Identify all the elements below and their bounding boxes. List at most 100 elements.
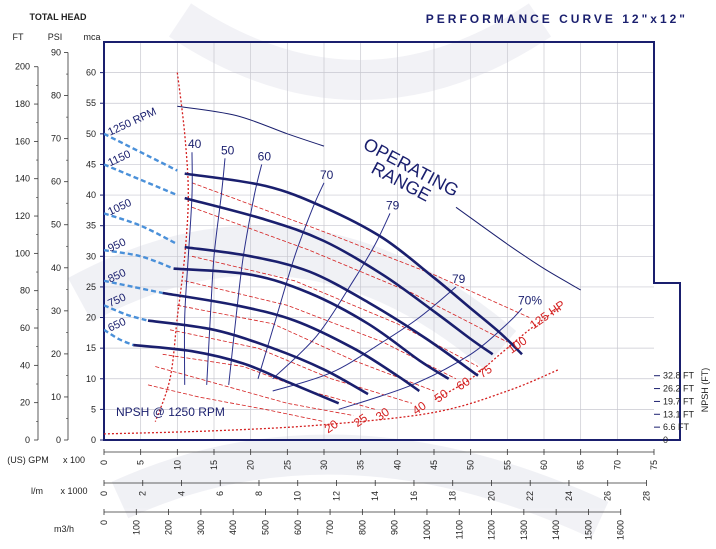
x_m3h-tick-label: 600 <box>293 520 303 535</box>
curves-group <box>104 72 581 435</box>
x_lm-tick-label: 14 <box>370 491 380 501</box>
head-curve <box>184 196 494 356</box>
npsh-tick-label: 26.2 FT <box>663 384 695 394</box>
hp-line <box>147 384 325 422</box>
mca-tick-label: 15 <box>86 343 96 353</box>
x_m3h-tick-label: 300 <box>196 520 206 535</box>
min-flow-curve <box>154 72 189 422</box>
npsh-tick-label: 0 <box>663 435 668 445</box>
x_gpm-tick-label: 15 <box>209 460 219 470</box>
x_m3h-tick-label: 0 <box>99 520 109 525</box>
mca-tick-label: 25 <box>86 282 96 292</box>
ft-tick-label: 60 <box>20 323 30 333</box>
ft-tick-label: 120 <box>15 211 30 221</box>
head-curve-dashed <box>104 132 178 172</box>
x_m3h-tick-label: 1200 <box>487 520 497 540</box>
x_m3h-tick-label: 700 <box>325 520 335 535</box>
gpm-multiplier: x 100 <box>63 455 85 465</box>
x_lm-tick-label: 10 <box>293 491 303 501</box>
hp-label: 40 <box>410 398 429 417</box>
x_m3h-tick-label: 1300 <box>519 520 529 540</box>
rpm-label: 1150 <box>106 148 133 169</box>
lm-axis-label: l/m <box>31 486 43 496</box>
psi-tick-label: 50 <box>51 220 61 230</box>
x_m3h-tick-label: 200 <box>164 520 174 535</box>
ft-tick-label: 100 <box>15 248 30 258</box>
efficiency-label: 50 <box>221 143 235 157</box>
x_m3h-tick-label: 1600 <box>616 520 626 540</box>
rpm-label: 650 <box>106 316 128 335</box>
x_lm-tick-label: 28 <box>641 491 651 501</box>
x_m3h-tick-label: 900 <box>390 520 400 535</box>
lm-multiplier: x 1000 <box>60 486 87 496</box>
psi-tick-label: 20 <box>51 349 61 359</box>
gpm-axis-label: (US) GPM <box>7 455 49 465</box>
mca-tick-label: 10 <box>86 374 96 384</box>
x_gpm-tick-label: 65 <box>576 460 586 470</box>
npsh-axis: 0 6.6 FT 13.1 FT 19.7 FT 26.2 FT 32.8 FT <box>654 371 695 445</box>
psi-tick-label: 90 <box>51 48 61 58</box>
x_m3h-tick-label: 1100 <box>454 520 464 539</box>
hp-label: 30 <box>373 405 392 424</box>
head-curve-dashed <box>104 163 178 197</box>
ft-tick-label: 200 <box>15 62 30 72</box>
psi-tick-label: 70 <box>51 134 61 144</box>
hp-line <box>162 353 376 410</box>
x_m3h-tick-label: 800 <box>357 520 367 535</box>
psi-tick-label: 80 <box>51 91 61 101</box>
hp-line <box>191 182 530 318</box>
x_gpm-tick-label: 20 <box>246 460 256 470</box>
hp-line <box>191 206 508 343</box>
ft-label: FT <box>13 32 24 42</box>
head-curve <box>184 172 523 356</box>
npsh-curve <box>104 369 559 435</box>
x_gpm-tick-label: 10 <box>172 460 182 470</box>
x_gpm-tick-label: 35 <box>356 460 366 470</box>
hp-line <box>177 304 435 392</box>
x-axes: 0 5 10 15 20 25 30 35 40 45 50 55 60 65 70 750 2 4 6 8 10 12 1… <box>99 449 659 540</box>
x_lm-tick-label: 12 <box>331 491 341 501</box>
mca-tick-label: 5 <box>91 404 96 414</box>
efficiency-curve <box>206 158 226 385</box>
efficiency-curve <box>183 152 193 385</box>
mca-tick-label: 50 <box>86 129 96 139</box>
hp-label: 50 <box>432 386 451 405</box>
psi-label: PSI <box>48 32 63 42</box>
operating-range-line <box>455 206 581 291</box>
x_gpm-tick-label: 50 <box>466 460 476 470</box>
x_lm-tick-label: 22 <box>525 491 535 501</box>
head-curve-dashed <box>104 304 149 322</box>
mca-tick-label: 20 <box>86 313 96 323</box>
x_gpm-tick-label: 5 <box>136 460 146 465</box>
hp-label: 25 <box>351 411 370 430</box>
ft-tick-label: 160 <box>15 136 30 146</box>
efficiency-label: 70% <box>518 293 542 307</box>
ft-tick-label: 180 <box>15 99 30 109</box>
efficiency-label: 60 <box>258 149 272 163</box>
head-curve <box>162 291 421 393</box>
x_gpm-tick-label: 25 <box>282 460 292 470</box>
ft-tick-label: 0 <box>25 435 30 445</box>
efficiency-label: 40 <box>188 137 202 151</box>
x_lm-tick-label: 18 <box>448 491 458 501</box>
hp-label: 20 <box>322 417 341 436</box>
ft-tick-label: 20 <box>20 398 30 408</box>
x_lm-tick-label: 6 <box>215 491 225 496</box>
mca-label: mca <box>83 32 100 42</box>
ft-tick-label: 140 <box>15 174 30 184</box>
npsh-tick-label: 19.7 FT <box>663 396 695 406</box>
x_gpm-tick-label: 45 <box>429 460 439 470</box>
x_lm-tick-label: 8 <box>254 491 264 496</box>
chart-title: PERFORMANCE CURVE 12"x12" <box>426 12 688 26</box>
x_lm-tick-label: 24 <box>564 491 574 501</box>
npsh-axis-label: NPSH (FT) <box>700 368 710 413</box>
npsh-curve-label: NPSH @ 1250 RPM <box>116 405 225 419</box>
x_gpm-tick-label: 0 <box>99 460 109 465</box>
head-curve <box>173 267 450 380</box>
npsh-tick-label: 6.6 FT <box>663 422 690 432</box>
x_lm-tick-label: 4 <box>176 491 186 496</box>
head-curve <box>147 319 369 396</box>
x_m3h-tick-label: 1000 <box>422 520 432 540</box>
efficiency-curve <box>257 182 325 379</box>
grid <box>104 42 654 440</box>
